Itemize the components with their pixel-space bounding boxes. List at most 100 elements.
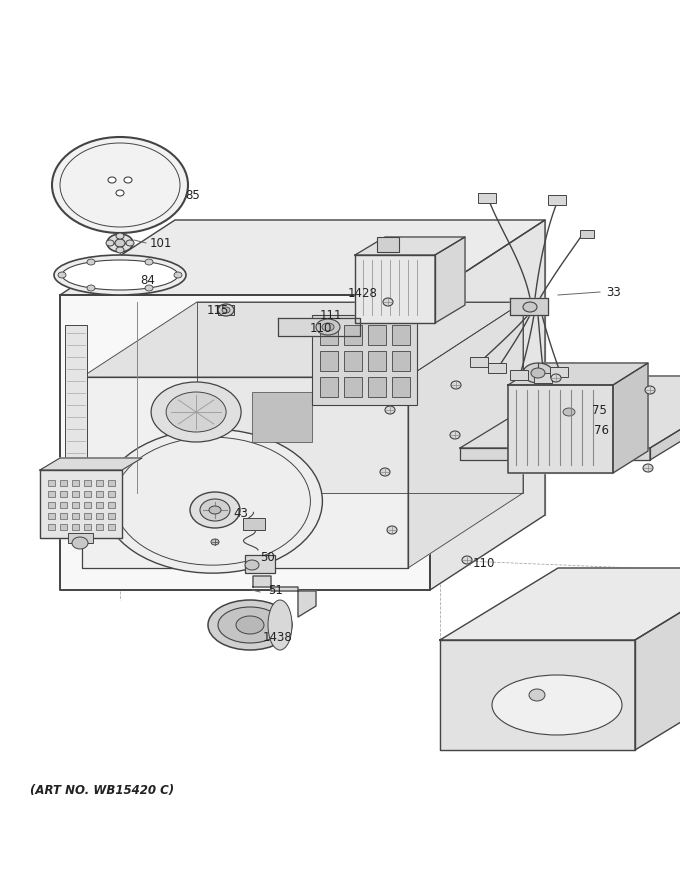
Polygon shape xyxy=(218,305,234,315)
Bar xyxy=(108,513,115,519)
Ellipse shape xyxy=(209,506,221,514)
Bar xyxy=(108,480,115,486)
Ellipse shape xyxy=(385,406,395,414)
Ellipse shape xyxy=(492,675,622,735)
Bar xyxy=(344,377,362,397)
Polygon shape xyxy=(650,376,680,460)
Text: 111: 111 xyxy=(320,309,343,321)
Bar xyxy=(344,351,362,371)
Bar xyxy=(580,230,594,238)
Ellipse shape xyxy=(103,429,322,573)
Ellipse shape xyxy=(245,560,259,570)
Polygon shape xyxy=(40,458,142,470)
Bar xyxy=(84,524,91,530)
Text: 1428: 1428 xyxy=(348,287,378,299)
Ellipse shape xyxy=(211,539,219,545)
Bar xyxy=(48,480,55,486)
Bar xyxy=(550,367,568,377)
Bar xyxy=(488,363,506,373)
Polygon shape xyxy=(635,568,680,750)
Bar xyxy=(368,325,386,345)
Text: 110: 110 xyxy=(473,556,495,569)
Bar xyxy=(96,513,103,519)
Ellipse shape xyxy=(554,402,584,422)
Ellipse shape xyxy=(54,255,186,295)
Ellipse shape xyxy=(451,381,461,389)
Polygon shape xyxy=(613,363,648,473)
Polygon shape xyxy=(278,318,360,336)
Text: 115: 115 xyxy=(207,304,229,317)
Bar xyxy=(252,392,311,442)
Polygon shape xyxy=(82,302,523,377)
Ellipse shape xyxy=(563,408,575,416)
Text: 1438: 1438 xyxy=(263,630,293,643)
Bar xyxy=(368,351,386,371)
Ellipse shape xyxy=(72,537,88,549)
Polygon shape xyxy=(60,220,545,295)
Bar xyxy=(320,325,338,345)
Bar xyxy=(245,555,275,573)
Ellipse shape xyxy=(218,304,234,316)
Bar xyxy=(548,195,566,205)
Ellipse shape xyxy=(236,616,264,634)
Bar xyxy=(48,524,55,530)
Text: 85: 85 xyxy=(185,188,200,202)
Ellipse shape xyxy=(116,233,124,239)
Polygon shape xyxy=(355,237,465,255)
Bar xyxy=(312,315,417,405)
Bar xyxy=(96,524,103,530)
Text: 84: 84 xyxy=(140,274,155,287)
Bar xyxy=(478,193,496,203)
Bar xyxy=(68,533,93,543)
Polygon shape xyxy=(430,220,545,590)
Ellipse shape xyxy=(222,307,230,313)
Ellipse shape xyxy=(268,600,292,650)
Ellipse shape xyxy=(523,302,537,312)
Bar xyxy=(470,357,488,367)
Bar xyxy=(392,325,410,345)
Bar xyxy=(243,518,265,530)
Ellipse shape xyxy=(108,177,116,183)
Bar xyxy=(48,502,55,508)
Bar xyxy=(72,524,79,530)
Bar xyxy=(84,480,91,486)
Polygon shape xyxy=(60,295,430,590)
Polygon shape xyxy=(460,448,650,460)
Text: 43: 43 xyxy=(233,507,248,519)
Polygon shape xyxy=(508,363,648,385)
Polygon shape xyxy=(408,302,523,568)
Text: 50: 50 xyxy=(260,551,275,563)
Bar xyxy=(84,502,91,508)
Ellipse shape xyxy=(462,556,472,564)
Bar xyxy=(510,370,528,380)
Polygon shape xyxy=(440,640,635,750)
Bar xyxy=(96,491,103,497)
Bar xyxy=(108,524,115,530)
Polygon shape xyxy=(355,255,435,323)
Polygon shape xyxy=(510,298,548,315)
Ellipse shape xyxy=(116,247,124,253)
Polygon shape xyxy=(460,376,680,448)
Ellipse shape xyxy=(201,493,224,510)
Bar xyxy=(392,377,410,397)
Bar xyxy=(84,491,91,497)
Ellipse shape xyxy=(551,374,561,382)
Bar xyxy=(48,491,55,497)
Ellipse shape xyxy=(145,259,153,265)
Ellipse shape xyxy=(645,386,655,394)
Bar xyxy=(48,513,55,519)
Bar xyxy=(60,502,67,508)
Ellipse shape xyxy=(166,392,226,432)
Ellipse shape xyxy=(200,499,230,521)
Ellipse shape xyxy=(126,240,134,246)
Polygon shape xyxy=(440,568,680,640)
Bar xyxy=(320,351,338,371)
Bar xyxy=(96,480,103,486)
Ellipse shape xyxy=(124,177,132,183)
Bar xyxy=(108,491,115,497)
Text: 101: 101 xyxy=(150,237,172,250)
Bar xyxy=(534,373,552,383)
Bar xyxy=(60,491,67,497)
Bar xyxy=(60,524,67,530)
Ellipse shape xyxy=(523,363,553,383)
